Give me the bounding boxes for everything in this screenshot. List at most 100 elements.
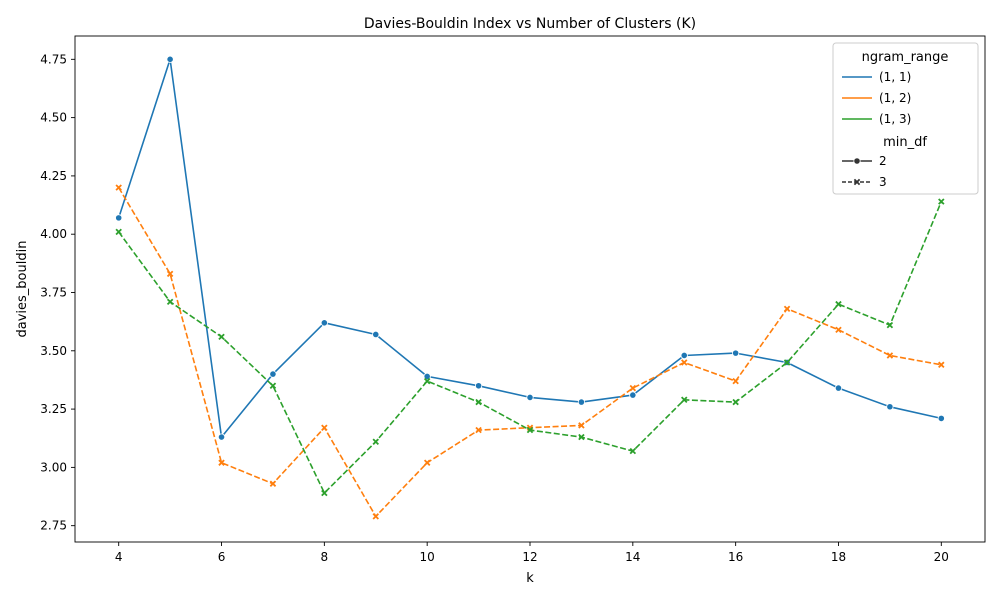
data-point-stroke xyxy=(783,305,791,313)
series-line xyxy=(118,201,943,494)
data-point-stroke xyxy=(886,321,894,329)
series-layer xyxy=(115,55,945,520)
data-point xyxy=(115,214,123,222)
data-point-stroke xyxy=(526,426,534,434)
legend-style-marker xyxy=(853,178,861,186)
x-tick-label: 14 xyxy=(625,550,640,564)
chart-title: Davies-Bouldin Index vs Number of Cluste… xyxy=(364,16,696,32)
data-point-stroke xyxy=(681,359,688,366)
data-point xyxy=(475,426,482,434)
x-tick-label: 18 xyxy=(831,550,846,564)
data-point-stroke xyxy=(578,422,585,429)
y-tick-label: 3.25 xyxy=(40,402,67,416)
data-point xyxy=(269,480,277,487)
data-point-stroke xyxy=(783,359,791,366)
y-axis: 2.75 3.00 3.25 3.50 3.75 4.00 4.25 4.50 4.75 xyxy=(40,52,75,533)
legend-style-label: 2 xyxy=(879,154,887,168)
x-tick-label: 12 xyxy=(522,550,537,564)
legend-style-marker xyxy=(853,157,861,165)
data-point-stroke xyxy=(166,270,174,278)
y-tick-label: 3.75 xyxy=(40,285,67,299)
legend-style-title: min_df xyxy=(883,135,927,150)
data-point xyxy=(629,391,637,399)
data-point-stroke xyxy=(218,333,225,341)
x-axis: 4 6 8 10 12 14 16 18 20 xyxy=(115,542,949,564)
data-point-stroke xyxy=(475,398,482,406)
legend-hue-label: (1, 1) xyxy=(879,70,911,84)
y-tick-label: 4.75 xyxy=(40,52,67,66)
data-point-stroke xyxy=(115,184,122,191)
data-point-stroke xyxy=(372,438,379,445)
data-point xyxy=(629,384,637,392)
data-point xyxy=(423,377,431,385)
data-point xyxy=(526,393,534,402)
legend-box xyxy=(832,42,979,195)
data-point xyxy=(372,513,379,520)
data-point-stroke xyxy=(475,426,482,434)
x-tick-label: 6 xyxy=(218,550,226,564)
data-point-stroke xyxy=(578,433,585,441)
legend-hue-title: ngram_range xyxy=(862,50,949,65)
y-tick-label: 3.00 xyxy=(40,460,67,474)
data-point-stroke xyxy=(423,377,431,385)
y-axis-label: davies_bouldin xyxy=(15,241,30,338)
y-tick-label: 4.50 xyxy=(40,111,67,125)
data-point-stroke xyxy=(372,513,379,520)
data-point xyxy=(937,414,945,423)
data-point-stroke xyxy=(166,298,174,306)
data-point-stroke xyxy=(886,352,894,359)
data-point xyxy=(681,396,688,403)
series-1 xyxy=(115,55,945,441)
data-point xyxy=(166,55,174,63)
data-point-stroke xyxy=(218,459,225,466)
y-tick-label: 3.50 xyxy=(40,344,67,358)
data-point xyxy=(886,352,894,359)
y-tick-label: 2.75 xyxy=(40,519,67,533)
x-tick-label: 4 xyxy=(115,550,123,564)
data-point xyxy=(526,426,534,434)
x-tick-label: 20 xyxy=(934,550,949,564)
data-point-stroke xyxy=(269,382,277,390)
data-point-stroke xyxy=(321,489,328,497)
data-point xyxy=(423,459,431,466)
data-point xyxy=(217,433,226,441)
data-point-stroke xyxy=(732,398,739,406)
legend-hue-label: (1, 2) xyxy=(879,91,911,105)
data-point xyxy=(835,300,842,308)
legend-style-marker-stroke xyxy=(853,178,861,186)
data-point xyxy=(166,270,174,278)
data-point xyxy=(680,351,688,360)
data-point xyxy=(783,305,791,313)
y-tick-label: 4.25 xyxy=(40,169,67,183)
data-point xyxy=(732,349,740,357)
x-axis-label: k xyxy=(526,571,534,586)
data-point xyxy=(732,377,739,385)
data-point xyxy=(321,424,328,431)
data-point xyxy=(115,184,122,191)
x-tick-label: 8 xyxy=(321,550,329,564)
x-tick-label: 16 xyxy=(728,550,743,564)
data-point-stroke xyxy=(269,480,277,487)
series-3 xyxy=(115,198,945,497)
data-point-stroke xyxy=(423,459,431,466)
data-point-stroke xyxy=(938,361,945,369)
legend: ngram_range min_df (1, 1) (1, 2) (1, 3) 2 3 xyxy=(832,42,979,195)
data-point xyxy=(372,438,379,445)
data-point-stroke xyxy=(938,198,945,205)
data-point-stroke xyxy=(732,377,739,385)
data-point xyxy=(372,330,380,339)
data-point xyxy=(269,382,277,390)
data-point xyxy=(577,398,586,406)
x-tick-label: 10 xyxy=(420,550,435,564)
legend-style-label: 3 xyxy=(879,175,887,189)
data-point xyxy=(115,228,122,236)
data-point-stroke xyxy=(629,447,637,455)
data-point xyxy=(166,298,174,306)
data-point xyxy=(218,459,225,466)
data-point-stroke xyxy=(835,326,842,334)
data-point xyxy=(938,361,945,369)
data-point xyxy=(681,359,688,366)
series-line xyxy=(118,187,942,518)
data-point xyxy=(474,382,483,390)
